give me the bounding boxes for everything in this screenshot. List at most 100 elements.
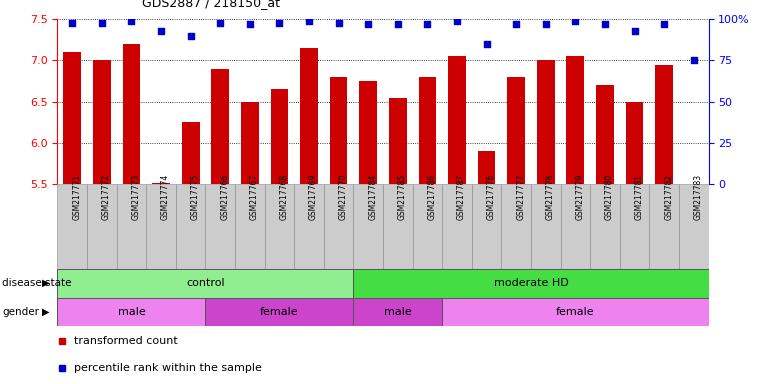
Text: GSM217776: GSM217776 [486, 174, 496, 220]
Bar [442, 298, 709, 326]
Text: GSM217778: GSM217778 [546, 174, 555, 220]
Point [540, 21, 552, 27]
Point [658, 21, 670, 27]
Point [569, 18, 581, 24]
Text: GSM217771: GSM217771 [72, 174, 81, 220]
Text: control: control [186, 278, 224, 288]
Bar [116, 184, 146, 269]
Text: GSM217769: GSM217769 [309, 174, 318, 220]
Text: ▶: ▶ [42, 278, 50, 288]
Text: GSM217780: GSM217780 [605, 174, 614, 220]
Bar [324, 184, 353, 269]
Text: GSM217783: GSM217783 [694, 174, 702, 220]
Bar [205, 184, 235, 269]
Point [185, 33, 197, 39]
Bar [383, 184, 413, 269]
Bar [596, 85, 614, 184]
Point [155, 28, 167, 34]
Text: GSM217779: GSM217779 [575, 174, 584, 220]
Text: male: male [117, 307, 146, 317]
Text: GSM217782: GSM217782 [664, 174, 673, 220]
Text: GSM217770: GSM217770 [339, 174, 348, 220]
Text: GSM217766: GSM217766 [221, 174, 229, 220]
Point [273, 20, 286, 26]
Bar [294, 184, 324, 269]
Bar [211, 69, 229, 184]
Text: percentile rank within the sample: percentile rank within the sample [74, 363, 262, 373]
Point [599, 21, 611, 27]
Bar [389, 98, 407, 184]
Bar [176, 184, 205, 269]
Point [421, 21, 434, 27]
Bar [626, 102, 643, 184]
Bar [146, 184, 176, 269]
Bar [270, 89, 288, 184]
Bar [241, 102, 259, 184]
Bar [442, 184, 472, 269]
Text: GSM217786: GSM217786 [427, 174, 437, 220]
Bar [123, 44, 140, 184]
Text: GSM217784: GSM217784 [368, 174, 377, 220]
Text: GSM217767: GSM217767 [250, 174, 259, 220]
Text: gender: gender [2, 307, 39, 317]
Text: transformed count: transformed count [74, 336, 178, 346]
Point [66, 20, 78, 26]
Text: GSM217775: GSM217775 [191, 174, 200, 220]
Point [303, 18, 315, 24]
Bar [93, 61, 111, 184]
Text: ▶: ▶ [42, 307, 50, 317]
Bar [531, 184, 561, 269]
Bar [87, 184, 116, 269]
Bar [650, 184, 679, 269]
Bar [235, 184, 264, 269]
Bar [478, 151, 496, 184]
Point [451, 18, 463, 24]
Bar [353, 298, 442, 326]
Bar [567, 56, 584, 184]
Point [214, 20, 227, 26]
Bar [57, 184, 87, 269]
Text: male: male [384, 307, 411, 317]
Point [96, 20, 108, 26]
Text: disease state: disease state [2, 278, 72, 288]
Point [362, 21, 375, 27]
Bar [679, 184, 709, 269]
Bar [448, 56, 466, 184]
Text: moderate HD: moderate HD [493, 278, 568, 288]
Point [244, 21, 256, 27]
Bar [561, 184, 590, 269]
Bar [502, 184, 531, 269]
Bar [182, 122, 199, 184]
Bar [64, 52, 81, 184]
Bar [620, 184, 650, 269]
Bar [329, 77, 348, 184]
Text: GSM217785: GSM217785 [398, 174, 407, 220]
Text: GSM217773: GSM217773 [132, 174, 140, 220]
Point [126, 18, 138, 24]
Text: GSM217772: GSM217772 [102, 174, 111, 220]
Point [628, 28, 640, 34]
Point [688, 58, 700, 64]
Bar [152, 183, 170, 184]
Text: female: female [556, 307, 594, 317]
Point [391, 21, 404, 27]
Text: GSM217781: GSM217781 [634, 174, 643, 220]
Text: female: female [260, 307, 299, 317]
Point [480, 41, 493, 47]
Text: GSM217777: GSM217777 [516, 174, 525, 220]
Bar [353, 269, 709, 298]
Text: GSM217787: GSM217787 [457, 174, 466, 220]
Bar [300, 48, 318, 184]
Bar [418, 77, 437, 184]
Text: GSM217768: GSM217768 [280, 174, 289, 220]
Bar [590, 184, 620, 269]
Bar [472, 184, 502, 269]
Bar [264, 184, 294, 269]
Bar [353, 184, 383, 269]
Text: GSM217774: GSM217774 [161, 174, 170, 220]
Text: GDS2887 / 218150_at: GDS2887 / 218150_at [142, 0, 280, 9]
Bar [57, 298, 205, 326]
Bar [537, 61, 555, 184]
Bar [507, 77, 525, 184]
Point [510, 21, 522, 27]
